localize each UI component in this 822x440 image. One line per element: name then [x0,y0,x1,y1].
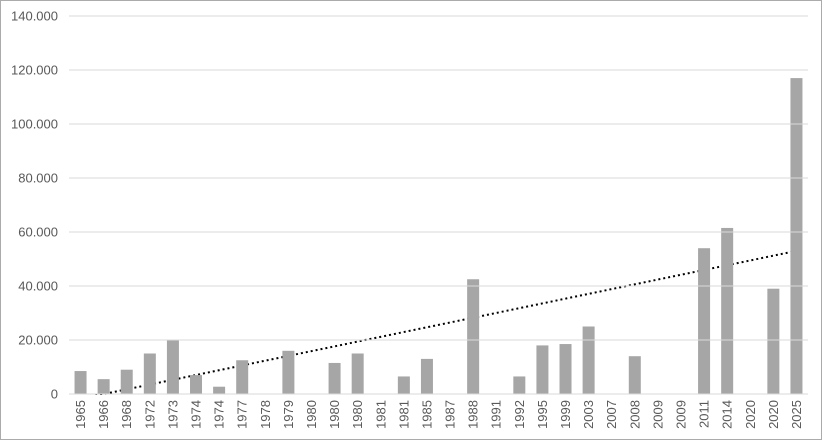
x-tick-label: 1974 [212,400,227,429]
x-tick-label: 2011 [697,400,712,428]
x-tick-label: 2003 [581,400,596,429]
y-tick-label: 100.000 [11,117,58,132]
x-tick-label: 1992 [512,400,527,429]
bar [74,371,87,394]
x-tick-label: 1985 [419,400,434,429]
y-tick-label: 0 [51,387,58,402]
bar [559,344,572,394]
x-tick-label: 2009 [650,400,665,429]
x-tick-label: 2009 [673,400,688,429]
x-tick-label: 2025 [789,400,804,429]
x-tick-label: 1987 [443,400,458,429]
y-tick-label: 20.000 [18,333,58,348]
bar [97,379,110,394]
x-tick-label: 2014 [720,400,735,429]
x-tick-label: 1980 [304,400,319,429]
x-tick-label: 1995 [535,400,550,429]
x-tick-label: 1973 [165,400,180,429]
bar [190,375,203,394]
y-tick-label: 80.000 [18,171,58,186]
y-tick-label: 120.000 [11,63,58,78]
bar [236,360,249,394]
bar [628,356,641,394]
x-tick-label: 1980 [327,400,342,429]
bar [166,340,179,394]
y-tick-label: 140.000 [11,9,58,24]
bar [698,248,711,394]
x-tick-label: 1968 [119,400,134,429]
bar [790,78,803,394]
bar [582,326,595,394]
x-tick-label: 1978 [258,400,273,429]
x-tick-label: 1966 [96,400,111,429]
x-tick-label: 2007 [604,400,619,429]
bar [143,353,156,394]
x-tick-label: 1981 [373,400,388,429]
x-tick-label: 1980 [350,400,365,429]
bar [420,358,433,394]
x-tick-label: 2020 [766,400,781,429]
bar [120,369,133,394]
bar [351,353,364,394]
trendline [94,249,797,395]
bar [767,288,780,394]
x-tick-label: 1981 [396,400,411,429]
bar [397,376,410,394]
x-tick-label: 1991 [489,400,504,429]
bar [536,345,549,394]
x-tick-label: 1979 [281,400,296,429]
bar [213,386,226,394]
bar [467,279,480,394]
x-tick-label: 2008 [627,400,642,429]
bar [282,350,295,394]
bar [328,362,341,394]
x-tick-label: 2020 [743,400,758,429]
bar [721,227,734,394]
x-tick-label: 1965 [73,400,88,429]
x-tick-label: 1999 [558,400,573,429]
x-tick-label: 1972 [142,400,157,429]
x-tick-label: 1974 [189,400,204,429]
y-tick-label: 60.000 [18,225,58,240]
y-tick-label: 40.000 [18,279,58,294]
x-tick-label: 1977 [235,400,250,429]
x-tick-label: 1988 [466,400,481,429]
bar [513,376,526,394]
